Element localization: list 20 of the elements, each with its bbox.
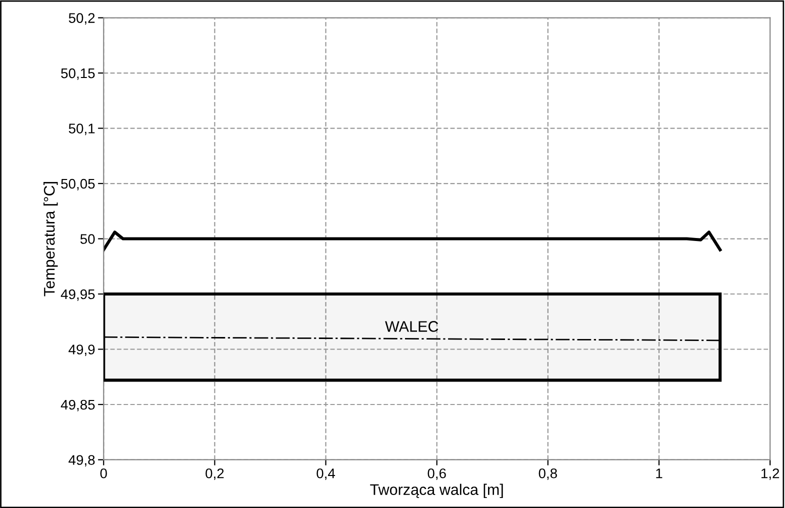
- x-tick-label: 0,4: [316, 468, 336, 480]
- x-tick-label: 0: [100, 468, 107, 478]
- x-tick-label: 1: [656, 468, 662, 478]
- y-tick-label: 50,05: [61, 178, 95, 190]
- band-label: WALEC: [385, 321, 438, 332]
- y-tick-label: 50,15: [61, 68, 95, 80]
- x-axis-title: Tworząca walca [m]: [370, 484, 503, 498]
- x-tick-label: 0,6: [428, 468, 446, 480]
- line-series: [104, 230, 722, 252]
- y-tick-label: 50: [80, 234, 95, 244]
- y-tick-label: 49,8: [68, 455, 95, 467]
- y-tick-label: 49,85: [60, 400, 95, 412]
- x-tick-label: 0,8: [538, 468, 557, 480]
- y-tick-label: 50,2: [68, 13, 95, 25]
- y-tick-label: 50,1: [68, 124, 95, 136]
- x-tick-label: 0,2: [206, 468, 224, 480]
- y-axis-title: Temperatura [°C]: [44, 182, 58, 296]
- y-tick-label: 49,9: [68, 344, 95, 356]
- x-tick-label: 1,2: [761, 468, 780, 480]
- y-tick-label: 49,95: [60, 289, 95, 301]
